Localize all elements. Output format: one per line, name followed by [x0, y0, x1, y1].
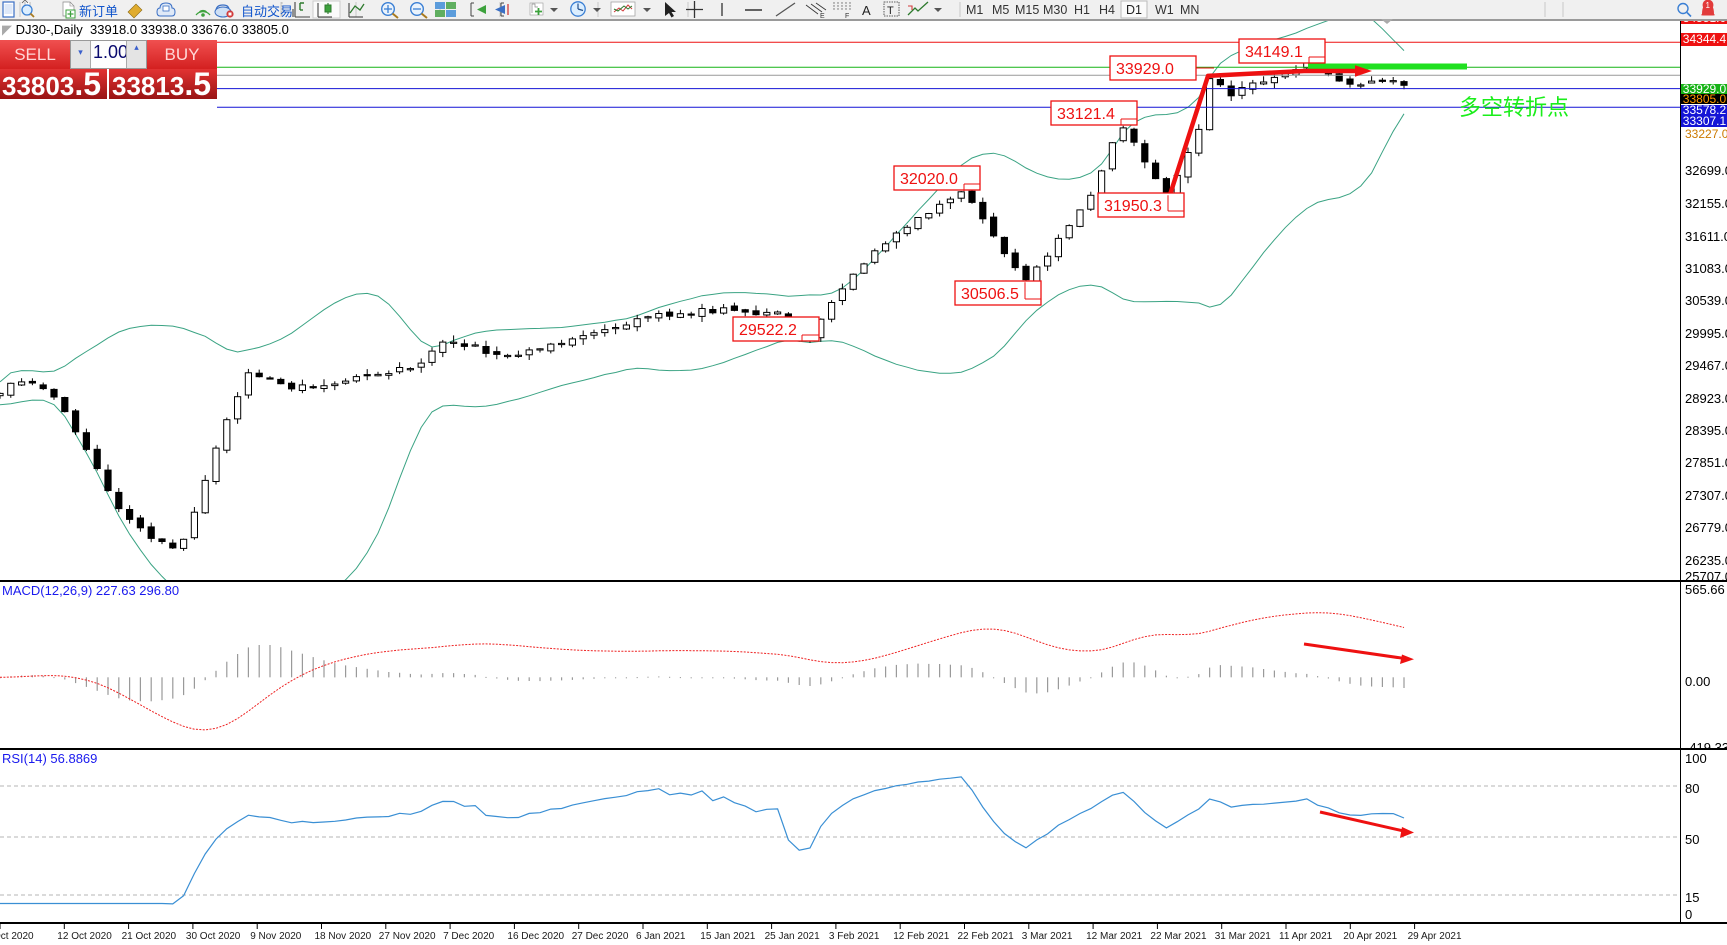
svg-text:29 Apr 2021: 29 Apr 2021	[1408, 931, 1462, 942]
svg-text:21 Oct 2020: 21 Oct 2020	[122, 931, 177, 942]
svg-text:3 Mar 2021: 3 Mar 2021	[1022, 931, 1073, 942]
svg-text:32699.0: 32699.0	[1685, 163, 1727, 178]
svg-text:12 Feb 2021: 12 Feb 2021	[893, 931, 950, 942]
svg-text:26779.0: 26779.0	[1685, 520, 1727, 535]
svg-text:MN: MN	[1180, 3, 1199, 17]
svg-text:H1: H1	[1074, 3, 1090, 17]
svg-text:32155.0: 32155.0	[1685, 196, 1727, 211]
svg-text:31950.3: 31950.3	[1104, 198, 1162, 215]
svg-text:28395.0: 28395.0	[1685, 423, 1727, 438]
svg-text:30539.0: 30539.0	[1685, 293, 1727, 308]
svg-text:F: F	[845, 13, 849, 19]
svg-text:33929.0: 33929.0	[1116, 61, 1174, 78]
svg-text:29467.0: 29467.0	[1685, 358, 1727, 373]
svg-text:M1: M1	[966, 3, 983, 17]
svg-text:16 Dec 2020: 16 Dec 2020	[507, 931, 564, 942]
svg-text:3 Feb 2021: 3 Feb 2021	[829, 931, 880, 942]
svg-text:12 Oct 2020: 12 Oct 2020	[57, 931, 112, 942]
svg-text:31 Mar 2021: 31 Mar 2021	[1215, 931, 1272, 942]
svg-text:6 Jan 2021: 6 Jan 2021	[636, 931, 686, 942]
svg-text:12 Mar 2021: 12 Mar 2021	[1086, 931, 1143, 942]
svg-text:H4: H4	[1099, 3, 1115, 17]
svg-text:1: 1	[1706, 1, 1711, 10]
svg-text:28923.0: 28923.0	[1685, 391, 1727, 406]
svg-text:34149.1: 34149.1	[1245, 44, 1303, 61]
svg-text:26235.0: 26235.0	[1685, 553, 1727, 568]
svg-text:22 Feb 2021: 22 Feb 2021	[958, 931, 1015, 942]
svg-text:M5: M5	[992, 3, 1009, 17]
svg-text:32020.0: 32020.0	[900, 171, 958, 188]
svg-text:D1: D1	[1126, 3, 1142, 17]
svg-text:31611.0: 31611.0	[1685, 229, 1727, 244]
svg-text:29522.2: 29522.2	[739, 322, 797, 339]
svg-text:29995.0: 29995.0	[1685, 326, 1727, 341]
svg-text:M15: M15	[1015, 3, 1039, 17]
svg-text:E: E	[820, 13, 825, 19]
svg-text:30 Oct 2020: 30 Oct 2020	[186, 931, 241, 942]
svg-text:T: T	[887, 5, 894, 17]
svg-text:11 Apr 2021: 11 Apr 2021	[1279, 931, 1333, 942]
svg-text:27307.0: 27307.0	[1685, 488, 1727, 503]
svg-text:多空转折点: 多空转折点	[1459, 95, 1569, 120]
svg-text:A: A	[862, 3, 871, 18]
svg-text:27 Nov 2020: 27 Nov 2020	[379, 931, 436, 942]
svg-text:30506.5: 30506.5	[961, 286, 1019, 303]
svg-text:20 Apr 2021: 20 Apr 2021	[1343, 931, 1397, 942]
svg-text:15 Jan 2021: 15 Jan 2021	[700, 931, 755, 942]
svg-text:27851.0: 27851.0	[1685, 455, 1727, 470]
svg-text:Oct 2020: Oct 2020	[0, 931, 34, 942]
svg-text:9 Nov 2020: 9 Nov 2020	[250, 931, 302, 942]
svg-text:W1: W1	[1155, 3, 1174, 17]
svg-text:7 Dec 2020: 7 Dec 2020	[443, 931, 495, 942]
svg-text:33121.4: 33121.4	[1057, 106, 1115, 123]
svg-text:M30: M30	[1043, 3, 1067, 17]
svg-text:27 Dec 2020: 27 Dec 2020	[572, 931, 629, 942]
svg-text:25 Jan 2021: 25 Jan 2021	[765, 931, 820, 942]
svg-text:18 Nov 2020: 18 Nov 2020	[315, 931, 372, 942]
svg-text:22 Mar 2021: 22 Mar 2021	[1150, 931, 1207, 942]
svg-text:31083.0: 31083.0	[1685, 261, 1727, 276]
